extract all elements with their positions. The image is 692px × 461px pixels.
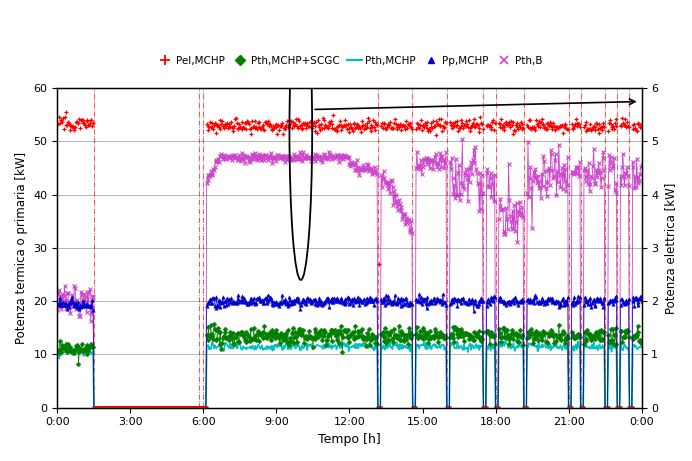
X-axis label: Tempo [h]: Tempo [h] xyxy=(318,433,381,446)
Y-axis label: Potenza termica o primaria [kW]: Potenza termica o primaria [kW] xyxy=(15,152,28,344)
Legend: Pel,MCHP, Pth,MCHP+SCGC, Pth,MCHP, Pp,MCHP, Pth,B: Pel,MCHP, Pth,MCHP+SCGC, Pth,MCHP, Pp,MC… xyxy=(153,52,546,70)
Y-axis label: Potenza elettrica [kW]: Potenza elettrica [kW] xyxy=(664,182,677,313)
